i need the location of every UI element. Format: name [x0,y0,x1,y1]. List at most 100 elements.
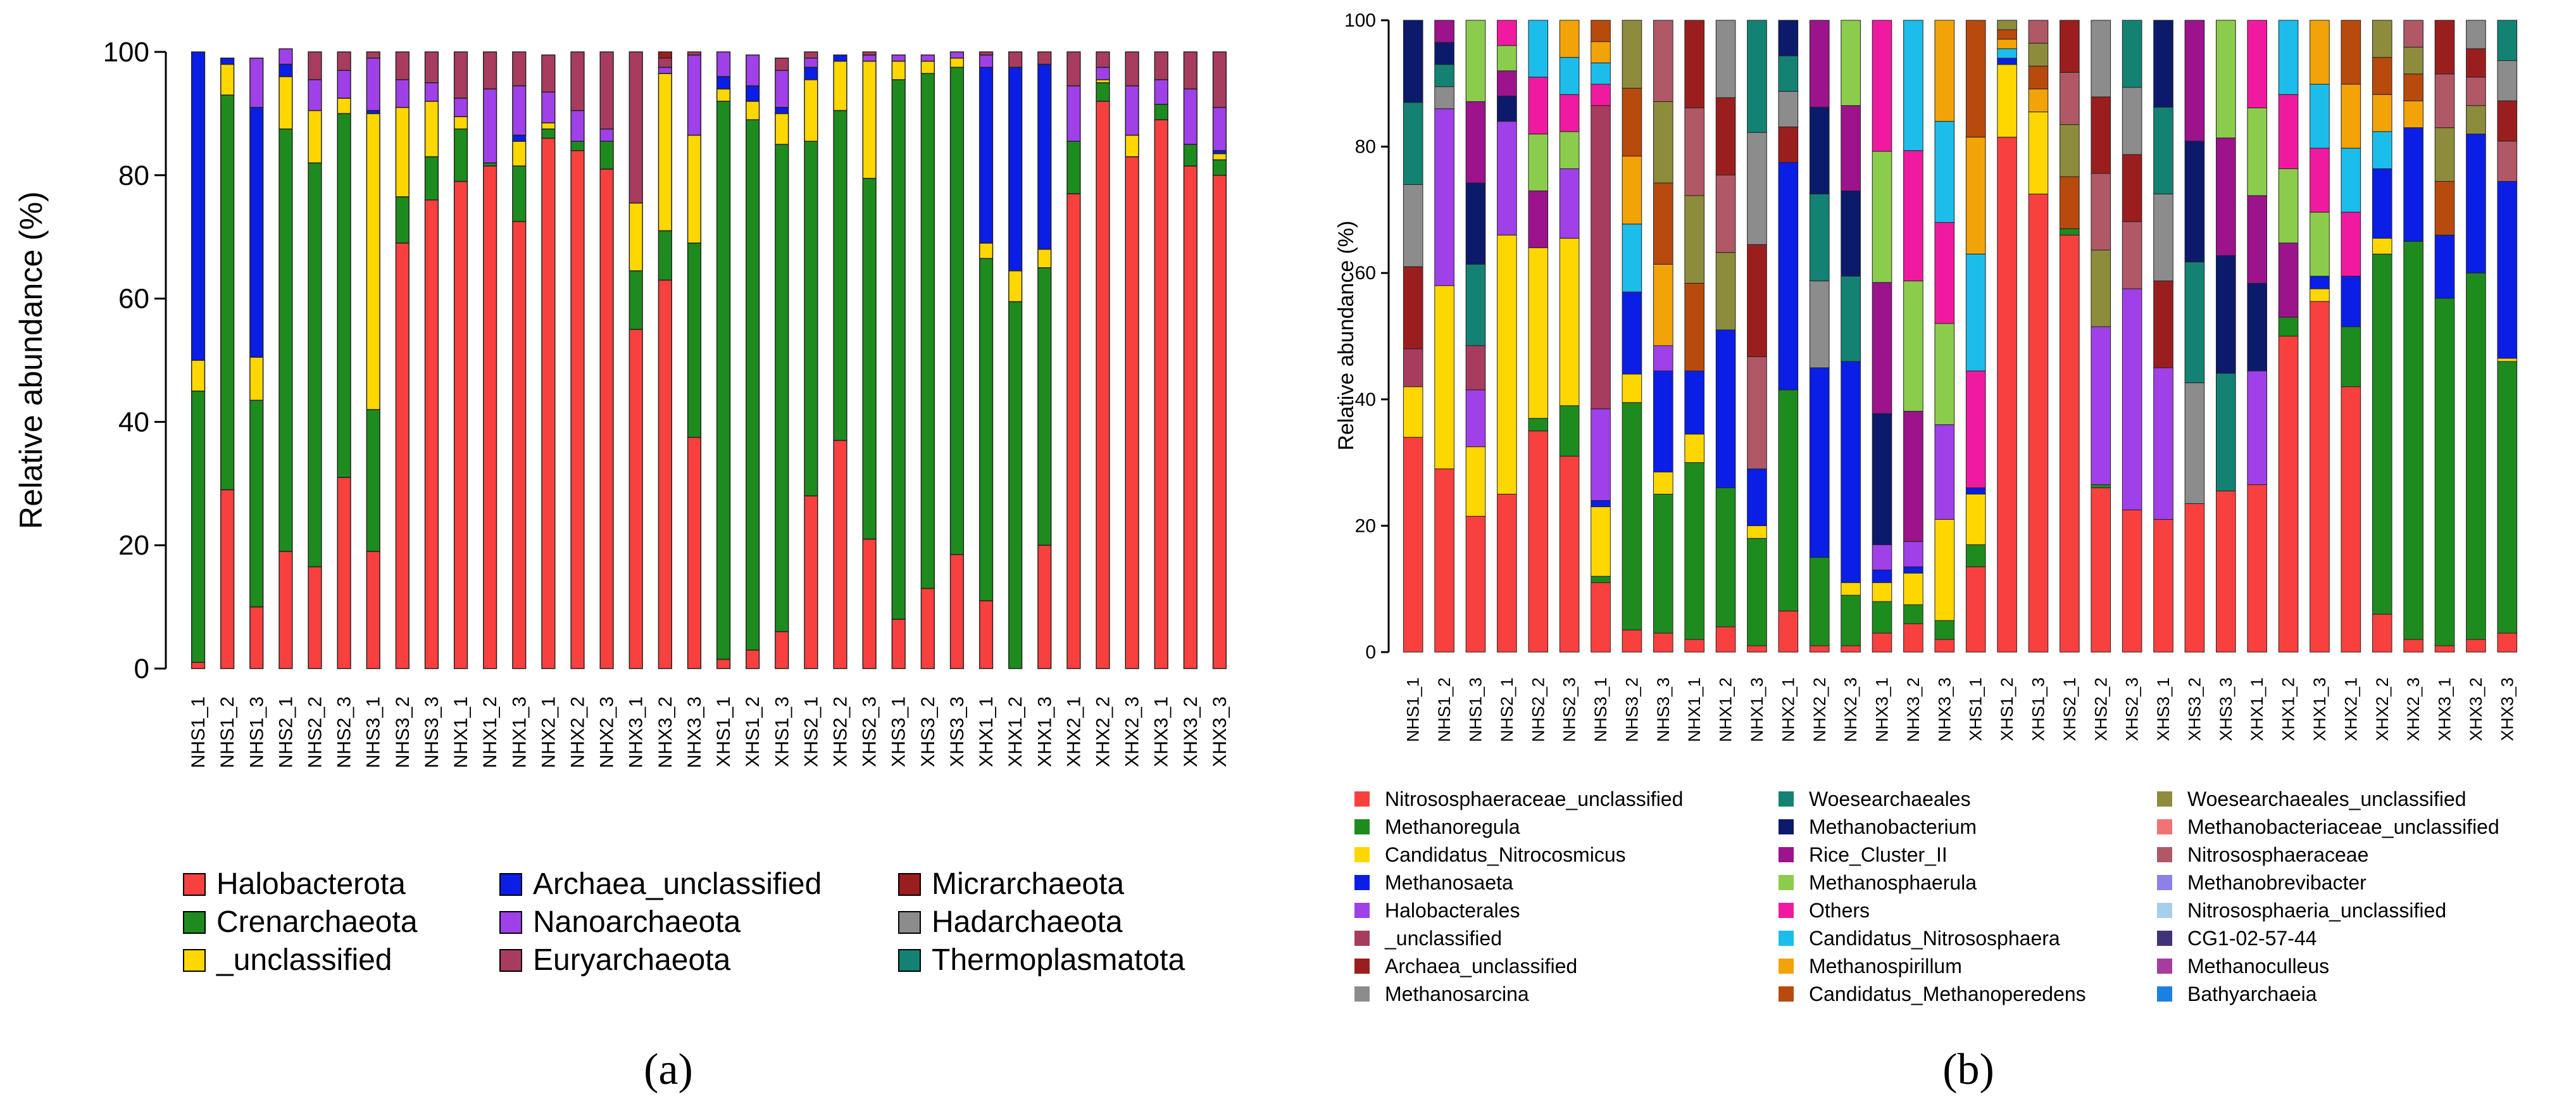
panel-b-legend-label-methanospirillum: Methanospirillum [1809,955,1962,978]
panel-b-bar-nhs2-2-others [1528,134,1549,191]
panel-b-bar-xhs1-1-candidatus-nitrocosmicus [1965,494,1986,545]
panel-b-bar-nhx3-3-others [1934,222,1955,324]
panel-a-bar-xhx2-1-euryarchaeota [1066,51,1081,87]
panel-b-bar-xhx1-3-methanosaeta [2310,275,2330,289]
panel-b-legend-label-methanobrevibacter: Methanobrevibacter [2187,871,2367,894]
panel-a-bar-nhx2-2-nanoarchaeota [570,110,585,142]
panel-a-bar-xhx3-2-euryarchaeota [1183,51,1197,90]
panel-b-bar-xhx2-2-candidatus-nitrocosmicus [2372,237,2392,255]
panel-a-legend-swatch-crenarchaeota [183,911,206,934]
panel-a-y-ticks: 0 20 40 60 80 100 [103,37,166,684]
panel-b-bar-xhx3-1-nitrososphaeraceae-unclassified [2434,645,2455,653]
panel-a-bar-nhx3-2-crenarchaeota [658,230,672,281]
panel-b-bar-nhx3-1-halobacterales [1872,544,1892,570]
panel-a-bar-nhx1-1-unclassified [453,116,468,130]
panel-b-bar-nhx1-2-nitrososphaeraceae-unclassified [1715,626,1736,653]
panel-b-bar-xhs2-3-others [2122,20,2142,88]
panel-a-bar-xhs1-1-unclassified [716,88,731,102]
panel-b-bar-xhx3-3-methanoregula [2497,361,2518,634]
panel-a-y-tick-40: 40 [118,406,149,437]
panel-a-legend-label-halobacterota: Halobacterota [216,867,406,901]
panel-b-bar-nhx3-3-others [1934,121,1955,223]
panel-b-bar-xhx2-1-methanoregula [2341,326,2361,387]
panel-b-bar-nhx3-1-others [1872,151,1892,283]
panel-b-x-tick-nhs2-3: NHS2_3 [1560,677,1579,742]
panel-b-bar-xhx2-1-methanosaeta [2341,275,2361,327]
panel-b-bar-xhx1-3-candidatus-nitrocosmicus [2310,288,2330,302]
panel-b-bar-nhx3-2-others [1903,150,1923,282]
panel-b-bar-xhx3-3-others [2497,20,2518,61]
panel-a-x-tick-nhx2-2: NHX2_2 [568,696,589,768]
panel-b-bar-nhx3-1-others [1872,413,1892,545]
panel-a-bar-nhx1-1-halobacterota [453,180,468,669]
panel-b-bar-nhx2-1-nitrososphaeraceae-unclassified [1778,610,1799,653]
panel-a-bar-nhx3-2-halobacterota [658,279,672,669]
panel-b-bar-nhs3-1-halobacterales [1591,408,1611,501]
panel-b-bar-nhx2-1-methanosaeta [1778,162,1799,391]
panel-b-bar-nhs3-2-candidatus-nitrocosmicus [1622,374,1642,403]
panel-a-bar-nhs2-2-euryarchaeota [308,51,322,80]
panel-a-bar-xhs1-1-crenarchaeota [716,101,731,660]
panel-a-bar-nhs3-3-nanoarchaeota [424,82,439,102]
panel-b-x-tick-nhx2-3: NHX2_3 [1841,677,1860,742]
panel-a-bar-xhs2-3-crenarchaeota [862,177,877,540]
panel-a-bar-nhx1-2-nanoarchaeota [483,88,497,164]
panel-a-x-tick-nhs3-1: NHS3_1 [363,696,384,768]
panel-a-bar-xhs1-2-crenarchaeota [746,119,760,651]
panel-b-y-axis-label: Relative abundance (%) [1334,221,1358,451]
panel-b-x-tick-nhx1-1: NHX1_1 [1685,677,1704,742]
panel-b-y-tick-0: 0 [1365,642,1376,663]
panel-b-bar-nhs2-3-others [1559,20,1580,58]
panel-b-bar-nhx2-3-others [1841,190,1861,277]
panel-b-y-tick-80: 80 [1355,137,1376,158]
panel-a-bar-xhx1-3-halobacterota [1037,544,1052,669]
panel-a-x-tick-xhx3-1: XHX3_1 [1151,696,1172,767]
panel-a-bar-nhx2-1-halobacterota [541,137,556,669]
panel-a-bar-xhs2-3-halobacterota [862,538,877,669]
panel-b-legend: Nitrososphaeraceae_unclassifiedMethanore… [1354,788,2499,1005]
panel-a-x-tick-xhx1-1: XHX1_1 [976,696,997,767]
panel-b-bar-nhx3-3-candidatus-nitrocosmicus [1934,519,1955,621]
panel-b-bar-nhs2-1-candidatus-nitrocosmicus [1497,234,1517,494]
panel-a-bar-xhx1-1-crenarchaeota [979,258,994,601]
panel-b-bar-nhs3-2-others [1622,20,1642,89]
panel-b-bar-nhx1-3-others [1747,244,1767,357]
panel-b-bar-nhx3-3-methanoregula [1934,620,1955,640]
panel-b-bar-xhx3-1-methanosaeta [2434,234,2455,299]
panel-b-x-tick-nhs3-3: NHS3_3 [1654,677,1673,742]
panel-b-legend-label-nitrososphaeraceae: Nitrososphaeraceae [2187,843,2368,866]
panel-a-bar-nhx1-3-unclassified [512,141,527,167]
panel-b-bar-xhx3-3-others [2497,100,2518,142]
panel-a-x-tick-nhs2-3: NHS2_3 [334,696,355,768]
panel-b-bar-xhx2-1-others [2341,211,2361,277]
panel-b-x-tick-nhx2-2: NHX2_2 [1810,677,1829,742]
panel-b-bar-xhs2-3-others [2122,154,2142,222]
panel-b-bar-nhx3-2-nitrososphaeraceae-unclassified [1903,623,1923,653]
panel-a-bar-nhs1-1-unclassified [191,360,206,392]
panel-b-bar-nhs3-3-nitrososphaeraceae-unclassified [1653,632,1673,653]
panel-b-bar-xhs3-3-others [2215,20,2236,139]
panel-b-bar-nhs3-1-others [1591,41,1611,63]
panel-a-x-tick-nhx2-3: NHX2_3 [597,696,618,768]
panel-a-bar-nhs1-3-crenarchaeota [249,399,264,608]
panel-a-bar-xhx2-2-crenarchaeota [1096,82,1110,102]
panel-a-bar-nhx3-1-unclassified [628,202,643,272]
panel-b-y-tick-40: 40 [1355,389,1376,410]
panel-b-bar-xhx3-1-methanoregula [2434,298,2455,646]
panel-b-legend-label-methanosarcina: Methanosarcina [1385,983,1529,1005]
panel-a-bar-xhs2-2-crenarchaeota [833,110,847,441]
panel-b-bar-nhx2-3-others [1841,105,1861,191]
panel-b-bar-nhx2-1-methanoregula [1778,389,1799,612]
panel-b-bar-nhx3-2-halobacterales [1903,541,1923,567]
panel-b-bar-xhx3-2-others [2466,77,2486,106]
panel-b-bar-nhs2-3-halobacterales [1559,168,1580,239]
panel-a-bar-nhs2-2-nanoarchaeota [308,79,322,111]
panel-b-bar-nhx2-2-others [1809,280,1830,368]
panel-b-bar-xhs1-1-others [1965,253,1986,372]
panel-a-bar-xhx1-1-unclassified [979,242,994,260]
panel-a-bar-xhs3-1-crenarchaeota [891,79,906,620]
panel-b-bar-xhx2-2-others [2372,20,2392,58]
panel-b-legend-label-methanobacterium: Methanobacterium [1809,815,1977,838]
panel-a-bar-xhx2-3-euryarchaeota [1125,51,1139,87]
